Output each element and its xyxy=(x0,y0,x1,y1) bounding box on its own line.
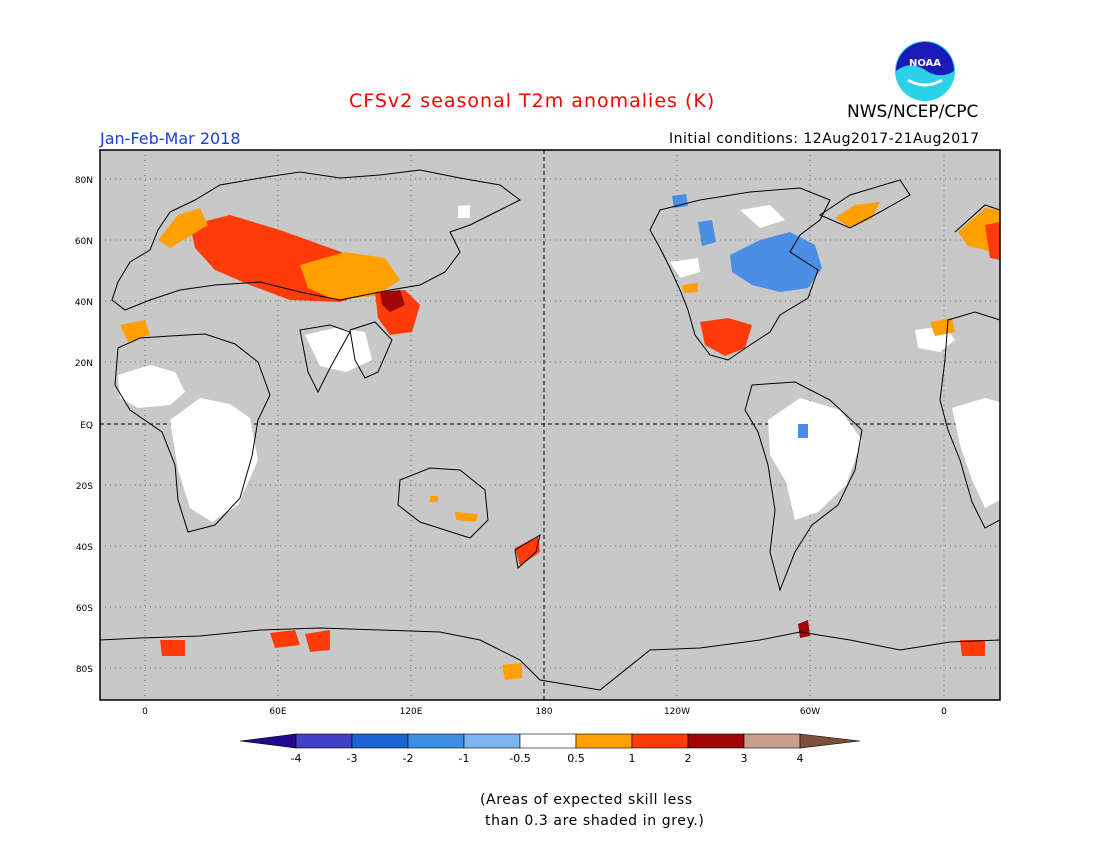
agency-label: NWS/NCEP/CPC xyxy=(847,102,979,122)
colorbar-label: -1 xyxy=(459,752,470,765)
skill-note: (Areas of expected skill less than 0.3 a… xyxy=(480,792,705,829)
lat-label: 80S xyxy=(76,665,93,675)
latitude-labels: 80N 60N 40N 20N EQ 20S 40S 60S 80S xyxy=(75,176,93,675)
colorbar-label: 2 xyxy=(685,752,692,765)
lat-label: 60N xyxy=(75,237,93,247)
colorbar-segment xyxy=(799,733,861,749)
colorbar-segment xyxy=(295,733,353,749)
coastlines xyxy=(99,169,1001,691)
colorbar-segment xyxy=(743,733,801,749)
map-border xyxy=(99,149,1001,701)
lat-label: 60S xyxy=(76,604,93,614)
colorbar-segment xyxy=(631,733,689,749)
colorbar-segment xyxy=(351,733,409,749)
lat-label: 20S xyxy=(76,482,93,492)
colorbar-segment xyxy=(239,733,297,749)
lon-label: 0 xyxy=(941,707,947,717)
colorbar-label: 0.5 xyxy=(567,752,585,765)
initial-conditions: Initial conditions: 12Aug2017-21Aug2017 xyxy=(669,131,980,147)
lat-label: EQ xyxy=(80,421,93,431)
warm-anomaly-areas xyxy=(120,202,1000,680)
colorbar-segment xyxy=(519,733,577,749)
lat-label: 40N xyxy=(75,298,93,308)
colorbar-segment xyxy=(407,733,465,749)
colorbar-label: -0.5 xyxy=(509,752,530,765)
map-title: CFSv2 seasonal T2m anomalies (K) xyxy=(349,90,716,112)
colorbar-label: 4 xyxy=(797,752,804,765)
noaa-logo-text: NOAA xyxy=(909,58,941,69)
lon-label: 120E xyxy=(400,707,423,717)
colorbar-segment xyxy=(575,733,633,749)
lon-label: 60E xyxy=(269,707,286,717)
lon-label: 0 xyxy=(142,707,148,717)
colorbar xyxy=(239,733,861,749)
colorbar-label: -2 xyxy=(403,752,414,765)
cold-anomaly-areas xyxy=(672,194,822,438)
longitude-labels: 0 60E 120E 180 120W 60W 0 xyxy=(142,707,947,717)
colorbar-label: -4 xyxy=(291,752,302,765)
lon-label: 180 xyxy=(535,707,552,717)
noaa-logo-icon: NOAA xyxy=(895,41,955,101)
lat-label: 40S xyxy=(76,543,93,553)
colorbar-label: 3 xyxy=(741,752,748,765)
forecast-period: Jan-Feb-Mar 2018 xyxy=(100,129,241,148)
colorbar-segment xyxy=(463,733,521,749)
colorbar-label: 1 xyxy=(629,752,636,765)
lat-label: 80N xyxy=(75,176,93,186)
lat-label: 20N xyxy=(75,359,93,369)
land-skill-areas xyxy=(118,205,1000,522)
graticule xyxy=(100,150,1000,700)
colorbar-label: -3 xyxy=(347,752,358,765)
colorbar-labels: -4 -3 -2 -1 -0.5 0.5 1 2 3 4 xyxy=(291,752,804,765)
lon-label: 120W xyxy=(664,707,690,717)
colorbar-segment xyxy=(687,733,745,749)
lon-label: 60W xyxy=(800,707,820,717)
